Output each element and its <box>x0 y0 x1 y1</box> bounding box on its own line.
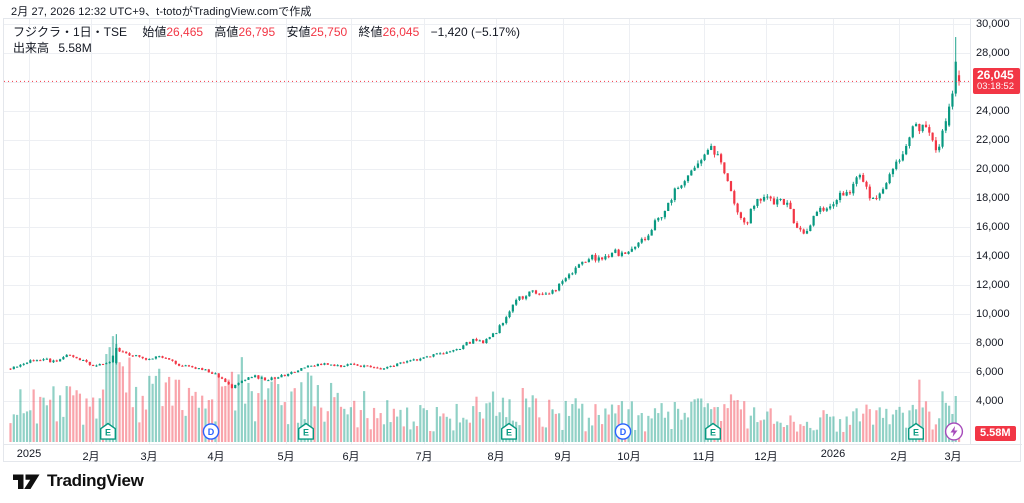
brand-name: TradingView <box>47 471 144 490</box>
svg-text:E: E <box>913 428 919 438</box>
earnings-marker-icon[interactable]: E <box>705 422 722 446</box>
price-tick-label: 14,000 <box>976 249 1010 262</box>
last-price-label: 26,045 03:18:52 <box>973 67 1020 94</box>
time-tick-label: 8月 <box>487 451 505 463</box>
time-tick-label: 10月 <box>617 451 641 463</box>
svg-text:D: D <box>208 427 215 437</box>
time-scale-separator <box>4 444 1022 445</box>
price-tick-label: 20,000 <box>976 162 1010 175</box>
time-tick-label: 2025 <box>16 448 42 460</box>
earnings-marker-icon[interactable]: E <box>100 422 117 446</box>
time-tick-label: 3月 <box>944 451 962 463</box>
time-tick-label: 6月 <box>342 451 360 463</box>
volume-axis-label: 5.58M <box>975 426 1016 441</box>
last-price-value: 26,045 <box>977 67 1014 82</box>
high-label: 高値 <box>214 25 239 39</box>
volume-value: 5.58M <box>58 41 92 55</box>
price-tick-label: 4,000 <box>976 394 1004 407</box>
legend-symbol-row: フジクラ・1日・TSE 始値26,465 高値26,795 安値25,750 終… <box>13 25 520 40</box>
price-tick-label: 18,000 <box>976 191 1010 204</box>
earnings-marker-icon[interactable]: E <box>908 422 925 446</box>
price-tick-label: 28,000 <box>976 46 1010 59</box>
price-tick-label: 24,000 <box>976 104 1010 117</box>
earnings-marker-icon[interactable]: E <box>501 422 518 446</box>
open-label: 始値 <box>142 25 167 39</box>
time-tick-label: 3月 <box>140 451 158 463</box>
time-tick-label: 9月 <box>554 451 572 463</box>
price-scale-separator <box>970 19 971 444</box>
time-tick-label: 2月 <box>82 451 100 463</box>
tradingview-logo[interactable]: TradingView <box>13 471 144 491</box>
close-value: 26,045 <box>382 25 420 39</box>
legend-volume-row: 出来高 5.58M <box>13 41 520 56</box>
price-tick-label: 6,000 <box>976 365 1004 378</box>
low-value: 25,750 <box>310 25 348 39</box>
price-tick-label: 12,000 <box>976 278 1010 291</box>
dividend-marker-icon[interactable]: D <box>202 423 220 446</box>
svg-text:E: E <box>303 428 309 438</box>
time-tick-label: 4月 <box>207 451 225 463</box>
time-tick-label: 11月 <box>692 451 716 463</box>
symbol-title[interactable]: フジクラ・1日・TSE <box>13 25 128 39</box>
open-value: 26,465 <box>166 25 204 39</box>
svg-text:E: E <box>105 428 111 438</box>
change-value: −1,420 (−5.17%) <box>430 25 521 39</box>
price-tick-label: 22,000 <box>976 133 1010 146</box>
svg-text:E: E <box>506 428 512 438</box>
high-value: 26,795 <box>238 25 276 39</box>
countdown-timer: 03:18:52 <box>977 80 1014 92</box>
earnings-marker-icon[interactable]: E <box>298 422 315 446</box>
time-tick-label: 7月 <box>415 451 433 463</box>
chart-legend: フジクラ・1日・TSE 始値26,465 高値26,795 安値25,750 終… <box>13 25 520 57</box>
time-tick-label: 2月 <box>890 451 908 463</box>
price-tick-label: 30,000 <box>976 18 1010 30</box>
flash-event-icon[interactable] <box>944 422 964 447</box>
price-tick-label: 16,000 <box>976 220 1010 233</box>
price-chart-canvas[interactable] <box>4 19 1022 463</box>
close-label: 終値 <box>358 25 383 39</box>
tradingview-logo-icon <box>13 474 40 489</box>
time-tick-label: 12月 <box>754 451 778 463</box>
price-tick-label: 8,000 <box>976 336 1004 349</box>
volume-label: 出来高 <box>13 41 50 55</box>
svg-text:D: D <box>620 427 627 437</box>
time-tick-label: 5月 <box>277 451 295 463</box>
dividend-marker-icon[interactable]: D <box>614 423 632 446</box>
chart-panel: フジクラ・1日・TSE 始値26,465 高値26,795 安値25,750 終… <box>3 18 1022 463</box>
svg-text:E: E <box>710 428 716 438</box>
snapshot-caption: 2月 27, 2026 12:32 UTC+9、t-totoがTradingVi… <box>11 6 312 18</box>
price-tick-label: 10,000 <box>976 307 1010 320</box>
low-label: 安値 <box>286 25 311 39</box>
time-tick-label: 2026 <box>820 448 846 460</box>
